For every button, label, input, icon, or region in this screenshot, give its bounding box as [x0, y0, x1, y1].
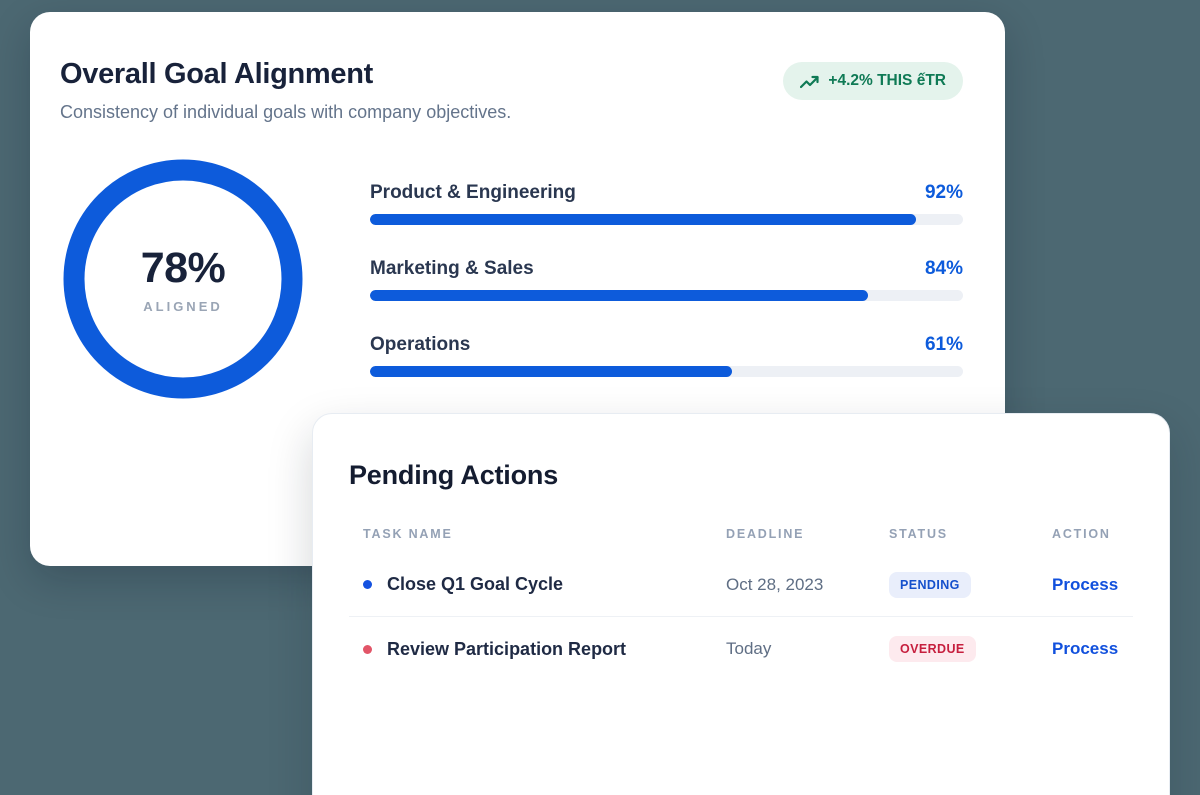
bar-head: Marketing & Sales 84%	[370, 258, 963, 280]
bar-value: 92%	[924, 181, 963, 203]
column-header-task-name: TASK NAME	[363, 527, 453, 541]
bar-track	[370, 289, 963, 301]
task-name: Review Participation Report	[387, 638, 627, 659]
column-header-deadline: DEADLINE	[726, 527, 805, 541]
bar-head: Product & Engineering 92%	[370, 182, 963, 204]
task-status-dot	[363, 644, 372, 654]
process-link[interactable]: Process	[1052, 574, 1119, 594]
alignment-donut-chart: 78% ALIGNED	[63, 159, 303, 399]
task-deadline: Today	[726, 639, 772, 658]
task-deadline: Oct 28, 2023	[726, 574, 824, 594]
goal-card-title: Overall Goal Alignment	[60, 58, 374, 90]
goal-card-subtitle: Consistency of individual goals with com…	[60, 102, 512, 122]
goal-card-header: Overall Goal Alignment Consistency of in…	[30, 12, 1005, 123]
status-badge: OVERDUE	[889, 636, 976, 662]
trending-up-icon	[800, 75, 820, 88]
bar-value: 61%	[924, 333, 963, 355]
action-cell: Process	[1052, 639, 1133, 659]
bar-track	[370, 213, 963, 225]
goal-card-header-text: Overall Goal Alignment Consistency of in…	[60, 58, 511, 123]
bar-label: Marketing & Sales	[370, 257, 534, 279]
action-cell: Process	[1052, 575, 1133, 595]
pending-actions-table: TASK NAME DEADLINE STATUS ACTION Close Q…	[349, 527, 1133, 681]
bar-fill	[370, 289, 869, 301]
goal-card-body: 78% ALIGNED Product & Engineering 92%	[30, 159, 1005, 399]
task-cell: Close Q1 Goal Cycle	[349, 574, 726, 595]
bar-fill	[370, 213, 916, 225]
trend-badge: +4.2% THIS ếTR	[783, 62, 963, 100]
process-link[interactable]: Process	[1052, 639, 1119, 658]
column-header-action: ACTION	[1052, 527, 1111, 541]
bar-track	[370, 365, 963, 377]
alignment-bar-row: Marketing & Sales 84%	[370, 258, 963, 301]
donut-value: 78%	[140, 244, 226, 292]
table-row[interactable]: Close Q1 Goal Cycle Oct 28, 2023 PENDING…	[349, 553, 1133, 617]
alignment-bars: Product & Engineering 92% Marketing & Sa…	[370, 182, 963, 377]
column-header-status: STATUS	[889, 527, 948, 541]
status-badge: PENDING	[889, 571, 971, 598]
donut-caption: ALIGNED	[143, 299, 223, 314]
status-cell: PENDING	[889, 571, 1052, 598]
donut-ring	[63, 159, 303, 399]
status-cell: OVERDUE	[889, 636, 1052, 662]
donut-ring-circle	[63, 159, 303, 399]
alignment-bar-row: Product & Engineering 92%	[370, 182, 963, 225]
task-name: Close Q1 Goal Cycle	[387, 574, 564, 594]
table-header-row: TASK NAME DEADLINE STATUS ACTION	[349, 527, 1133, 541]
pending-actions-card: Pending Actions TASK NAME DEADLINE STATU…	[312, 413, 1170, 795]
bar-head: Operations 61%	[370, 334, 963, 356]
table-row[interactable]: Review Participation Report Today OVERDU…	[349, 617, 1133, 681]
task-cell: Review Participation Report	[349, 639, 726, 660]
trend-badge-label: +4.2% THIS ếTR	[828, 72, 946, 89]
donut-center: 78% ALIGNED	[63, 159, 303, 399]
bar-fill	[370, 365, 732, 377]
alignment-bar-row: Operations 61%	[370, 334, 963, 377]
pending-card-title: Pending Actions	[349, 460, 559, 490]
bar-label: Product & Engineering	[370, 181, 576, 203]
bar-label: Operations	[370, 333, 471, 355]
bar-value: 84%	[924, 257, 963, 279]
task-status-dot	[363, 580, 372, 589]
